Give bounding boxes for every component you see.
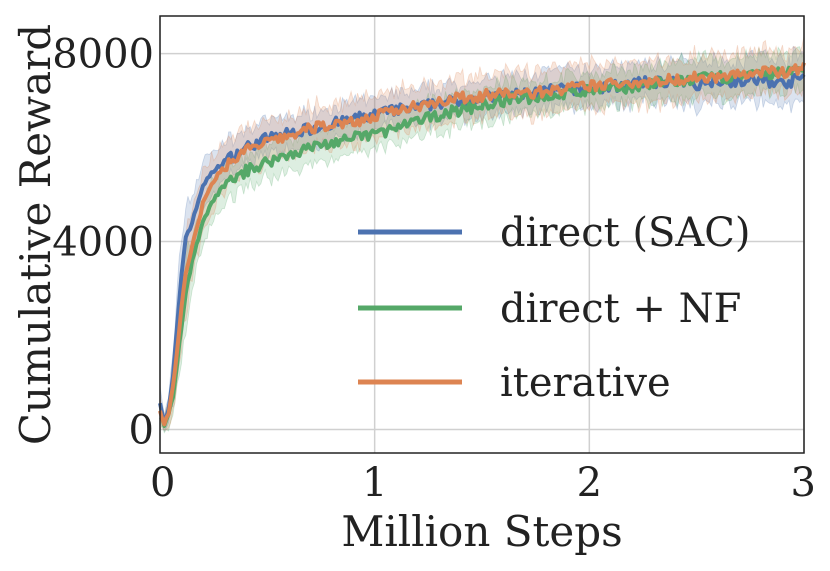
legend: direct (SAC) direct + NF iterative	[358, 210, 751, 406]
x-axis-label: Million Steps	[341, 507, 622, 556]
plot-frame	[159, 15, 805, 454]
y-tick-labels: 0 4000 8000	[52, 32, 154, 454]
x-tick-label: 0	[150, 460, 175, 506]
x-tick-label: 3	[791, 460, 816, 506]
series-lines	[158, 62, 806, 428]
legend-label-2: iterative	[500, 360, 671, 406]
legend-label-1: direct + NF	[500, 286, 741, 332]
y-tick-label: 0	[129, 408, 154, 454]
y-tick-label: 8000	[52, 32, 154, 78]
series-line-2	[158, 62, 806, 427]
x-tick-label: 1	[362, 460, 387, 506]
y-axis-label: Cumulative Reward	[11, 24, 60, 445]
legend-label-0: direct (SAC)	[500, 210, 751, 256]
x-tick-label: 2	[577, 460, 602, 506]
y-tick-label: 4000	[52, 220, 154, 266]
x-tick-labels: 0 1 2 3	[150, 460, 816, 506]
